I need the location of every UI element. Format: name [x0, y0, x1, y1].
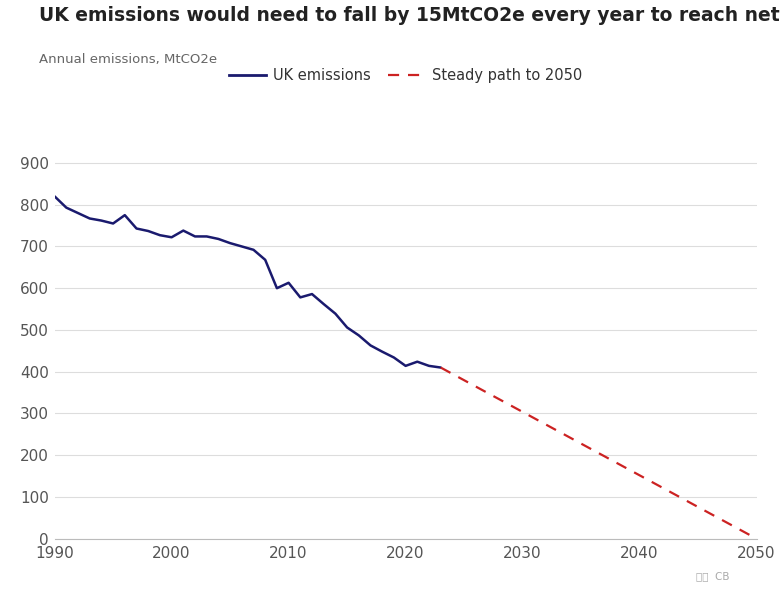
Legend: UK emissions, Steady path to 2050: UK emissions, Steady path to 2050 — [223, 62, 588, 89]
Text: ⧸⧹  CB: ⧸⧹ CB — [696, 571, 729, 581]
Text: Annual emissions, MtCO2e: Annual emissions, MtCO2e — [39, 53, 217, 66]
Text: UK emissions would need to fall by 15MtCO2e every year to reach net-zero by 2050: UK emissions would need to fall by 15MtC… — [39, 6, 780, 25]
